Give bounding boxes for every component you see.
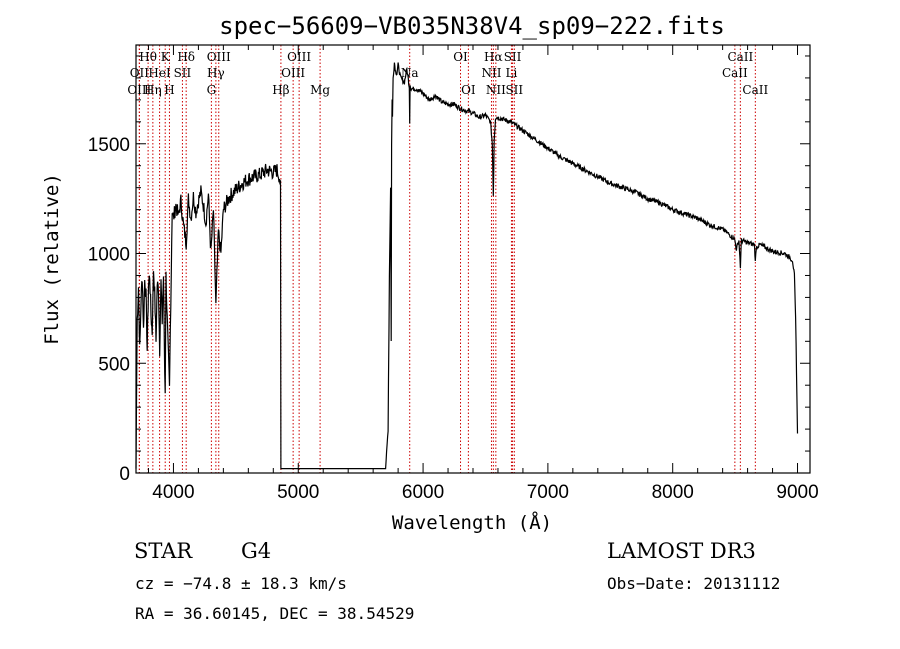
emission-line-label: G	[207, 83, 217, 97]
emission-line-label: HeI	[148, 66, 171, 80]
emission-line-label: Na	[401, 66, 419, 80]
observation-date: Obs−Date: 20131112	[607, 574, 781, 593]
coordinates: RA = 36.60145, DEC = 38.54529	[135, 604, 415, 623]
emission-line-label: Hθ	[139, 50, 157, 64]
emission-line-label: OIII	[287, 50, 311, 64]
emission-line-markers	[138, 45, 756, 473]
x-tick-label: 5000	[277, 482, 319, 503]
emission-line-label: Li	[506, 66, 518, 80]
emission-line-label: SII	[174, 66, 192, 80]
emission-line-label: CaII	[742, 83, 768, 97]
emission-line-label: SII	[504, 50, 522, 64]
emission-line-label: OIII	[207, 50, 231, 64]
emission-line-label: Mg	[310, 83, 330, 97]
y-tick-label: 0	[119, 464, 130, 485]
emission-line-label: H	[164, 83, 174, 97]
y-tick-label: 1000	[88, 245, 130, 266]
emission-line-label: CaII	[727, 50, 753, 64]
emission-line-label: CaII	[722, 66, 748, 80]
emission-line-label: OI	[461, 83, 476, 97]
y-tick-label: 1500	[88, 135, 130, 156]
flux-series-line	[135, 62, 799, 470]
emission-line-label: OII	[130, 66, 150, 80]
emission-line-label: OI	[453, 50, 468, 64]
x-tick-label: 4000	[152, 482, 194, 503]
x-tick-label: 6000	[402, 482, 444, 503]
x-axis-label: Wavelength (Å)	[392, 511, 552, 534]
emission-line-label: Hα	[484, 50, 503, 64]
redshift-value: cz = −74.8 ± 18.3 km/s	[135, 574, 347, 593]
emission-line-label: OIII	[281, 66, 305, 80]
plot-frame	[135, 44, 811, 474]
emission-line-label: Hβ	[272, 83, 289, 97]
object-class: STAR	[134, 539, 193, 563]
y-tick-label: 500	[98, 354, 130, 375]
y-axis-ticks: 0 500 1000 1500	[88, 55, 810, 485]
spectral-subclass: G4	[241, 539, 272, 563]
x-tick-label: 8000	[652, 482, 694, 503]
emission-line-label: Hδ	[177, 50, 195, 64]
emission-line-label: Hγ	[207, 66, 225, 80]
x-tick-label: 9000	[776, 482, 818, 503]
x-axis-ticks: 4000 5000 6000 7000 8000 9000	[147, 45, 819, 503]
x-tick-label: 7000	[527, 482, 569, 503]
emission-line-label: Hη	[144, 83, 162, 97]
emission-line-label: SII	[505, 83, 523, 97]
y-axis-label: Flux (relative)	[41, 173, 63, 345]
emission-line-label: NII	[486, 83, 506, 97]
survey-name: LAMOST DR3	[607, 539, 756, 563]
chart-title: spec−56609−VB035N38V4_sp09−222.fits	[219, 12, 725, 40]
emission-line-label: OIII	[127, 83, 151, 97]
emission-line-label: NII	[481, 66, 501, 80]
emission-line-label: K	[161, 50, 171, 64]
